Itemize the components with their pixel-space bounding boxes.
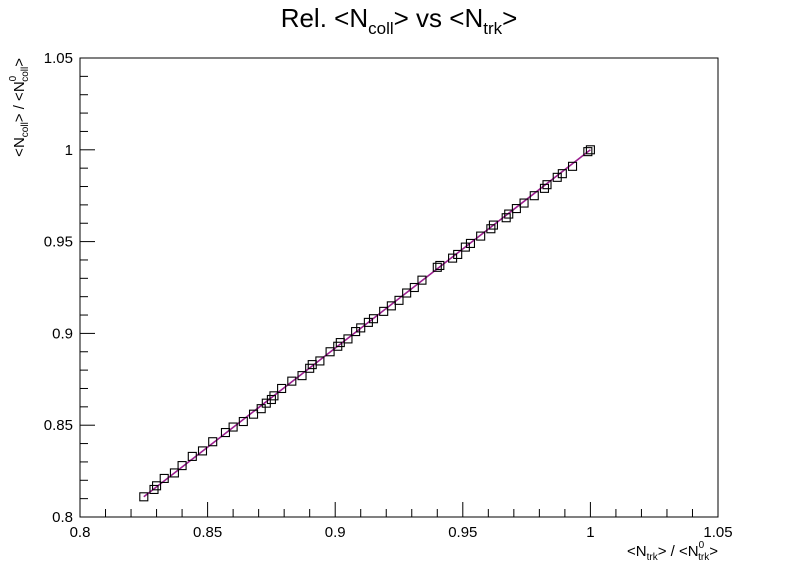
data-points	[139, 145, 595, 502]
y-tick-label: 0.95	[44, 234, 73, 251]
data-point	[453, 249, 463, 260]
x-tick-label: 0.85	[193, 524, 222, 541]
data-point	[220, 427, 231, 438]
data-point	[208, 437, 218, 447]
data-point	[325, 347, 335, 357]
data-point	[343, 334, 353, 344]
data-point	[583, 147, 593, 157]
data-point	[379, 306, 389, 316]
data-point	[511, 204, 521, 214]
data-point	[417, 275, 427, 285]
data-point	[139, 492, 149, 502]
data-point	[169, 468, 179, 478]
data-point	[402, 288, 412, 298]
chart-title: Rel. <Ncoll> vs <Ntrk>	[281, 3, 518, 38]
data-point	[585, 145, 595, 155]
x-tick-label: 0.95	[448, 524, 477, 541]
data-point	[197, 446, 208, 456]
data-point	[476, 231, 486, 241]
y-tick-label: 1	[65, 142, 73, 159]
x-tick-label: 1.05	[703, 524, 732, 541]
data-point	[256, 404, 266, 414]
data-point	[432, 262, 442, 272]
x-tick-label: 1	[586, 524, 594, 541]
y-tick-label: 0.85	[44, 417, 73, 434]
y-axis-label: <Ncoll> / <N0coll>	[8, 58, 31, 157]
data-point	[529, 191, 539, 201]
data-point	[277, 383, 287, 394]
x-tick-label: 0.9	[325, 524, 346, 541]
x-axis-label: <Ntrk> / <N0 trk>	[627, 540, 718, 563]
data-point	[409, 282, 419, 293]
x-tick-label: 0.8	[70, 524, 91, 541]
data-point	[228, 422, 238, 432]
data-point	[542, 180, 552, 190]
data-point	[488, 220, 498, 230]
data-point	[519, 198, 529, 208]
data-point	[159, 473, 169, 483]
y-tick-label: 0.8	[52, 509, 73, 526]
data-point	[297, 371, 307, 381]
y-tick-label: 1.05	[44, 50, 73, 67]
data-point	[287, 376, 297, 386]
y-tick-label: 0.9	[52, 325, 73, 342]
fit-line	[143, 149, 591, 498]
data-point	[269, 391, 279, 401]
data-point	[386, 301, 396, 311]
data-point	[152, 481, 162, 491]
plot-frame	[79, 57, 719, 518]
data-point	[567, 161, 578, 171]
data-point	[177, 461, 187, 471]
data-point	[356, 323, 366, 333]
x-axis-ticks	[79, 502, 719, 517]
data-point	[187, 451, 197, 461]
data-point	[315, 356, 325, 366]
data-point	[504, 209, 514, 219]
y-axis-tick-labels: 0.8 0.85 0.9 0.95 1 1.05	[44, 50, 73, 526]
y-axis-ticks	[80, 57, 95, 518]
data-point	[248, 409, 259, 419]
data-point	[238, 416, 248, 427]
data-point	[394, 295, 404, 305]
data-point	[465, 238, 476, 248]
data-point	[557, 169, 567, 179]
data-point	[435, 260, 445, 271]
x-axis-tick-labels: 0.8 0.85 0.9 0.95 1 1.05	[70, 524, 733, 541]
data-point	[368, 314, 379, 324]
